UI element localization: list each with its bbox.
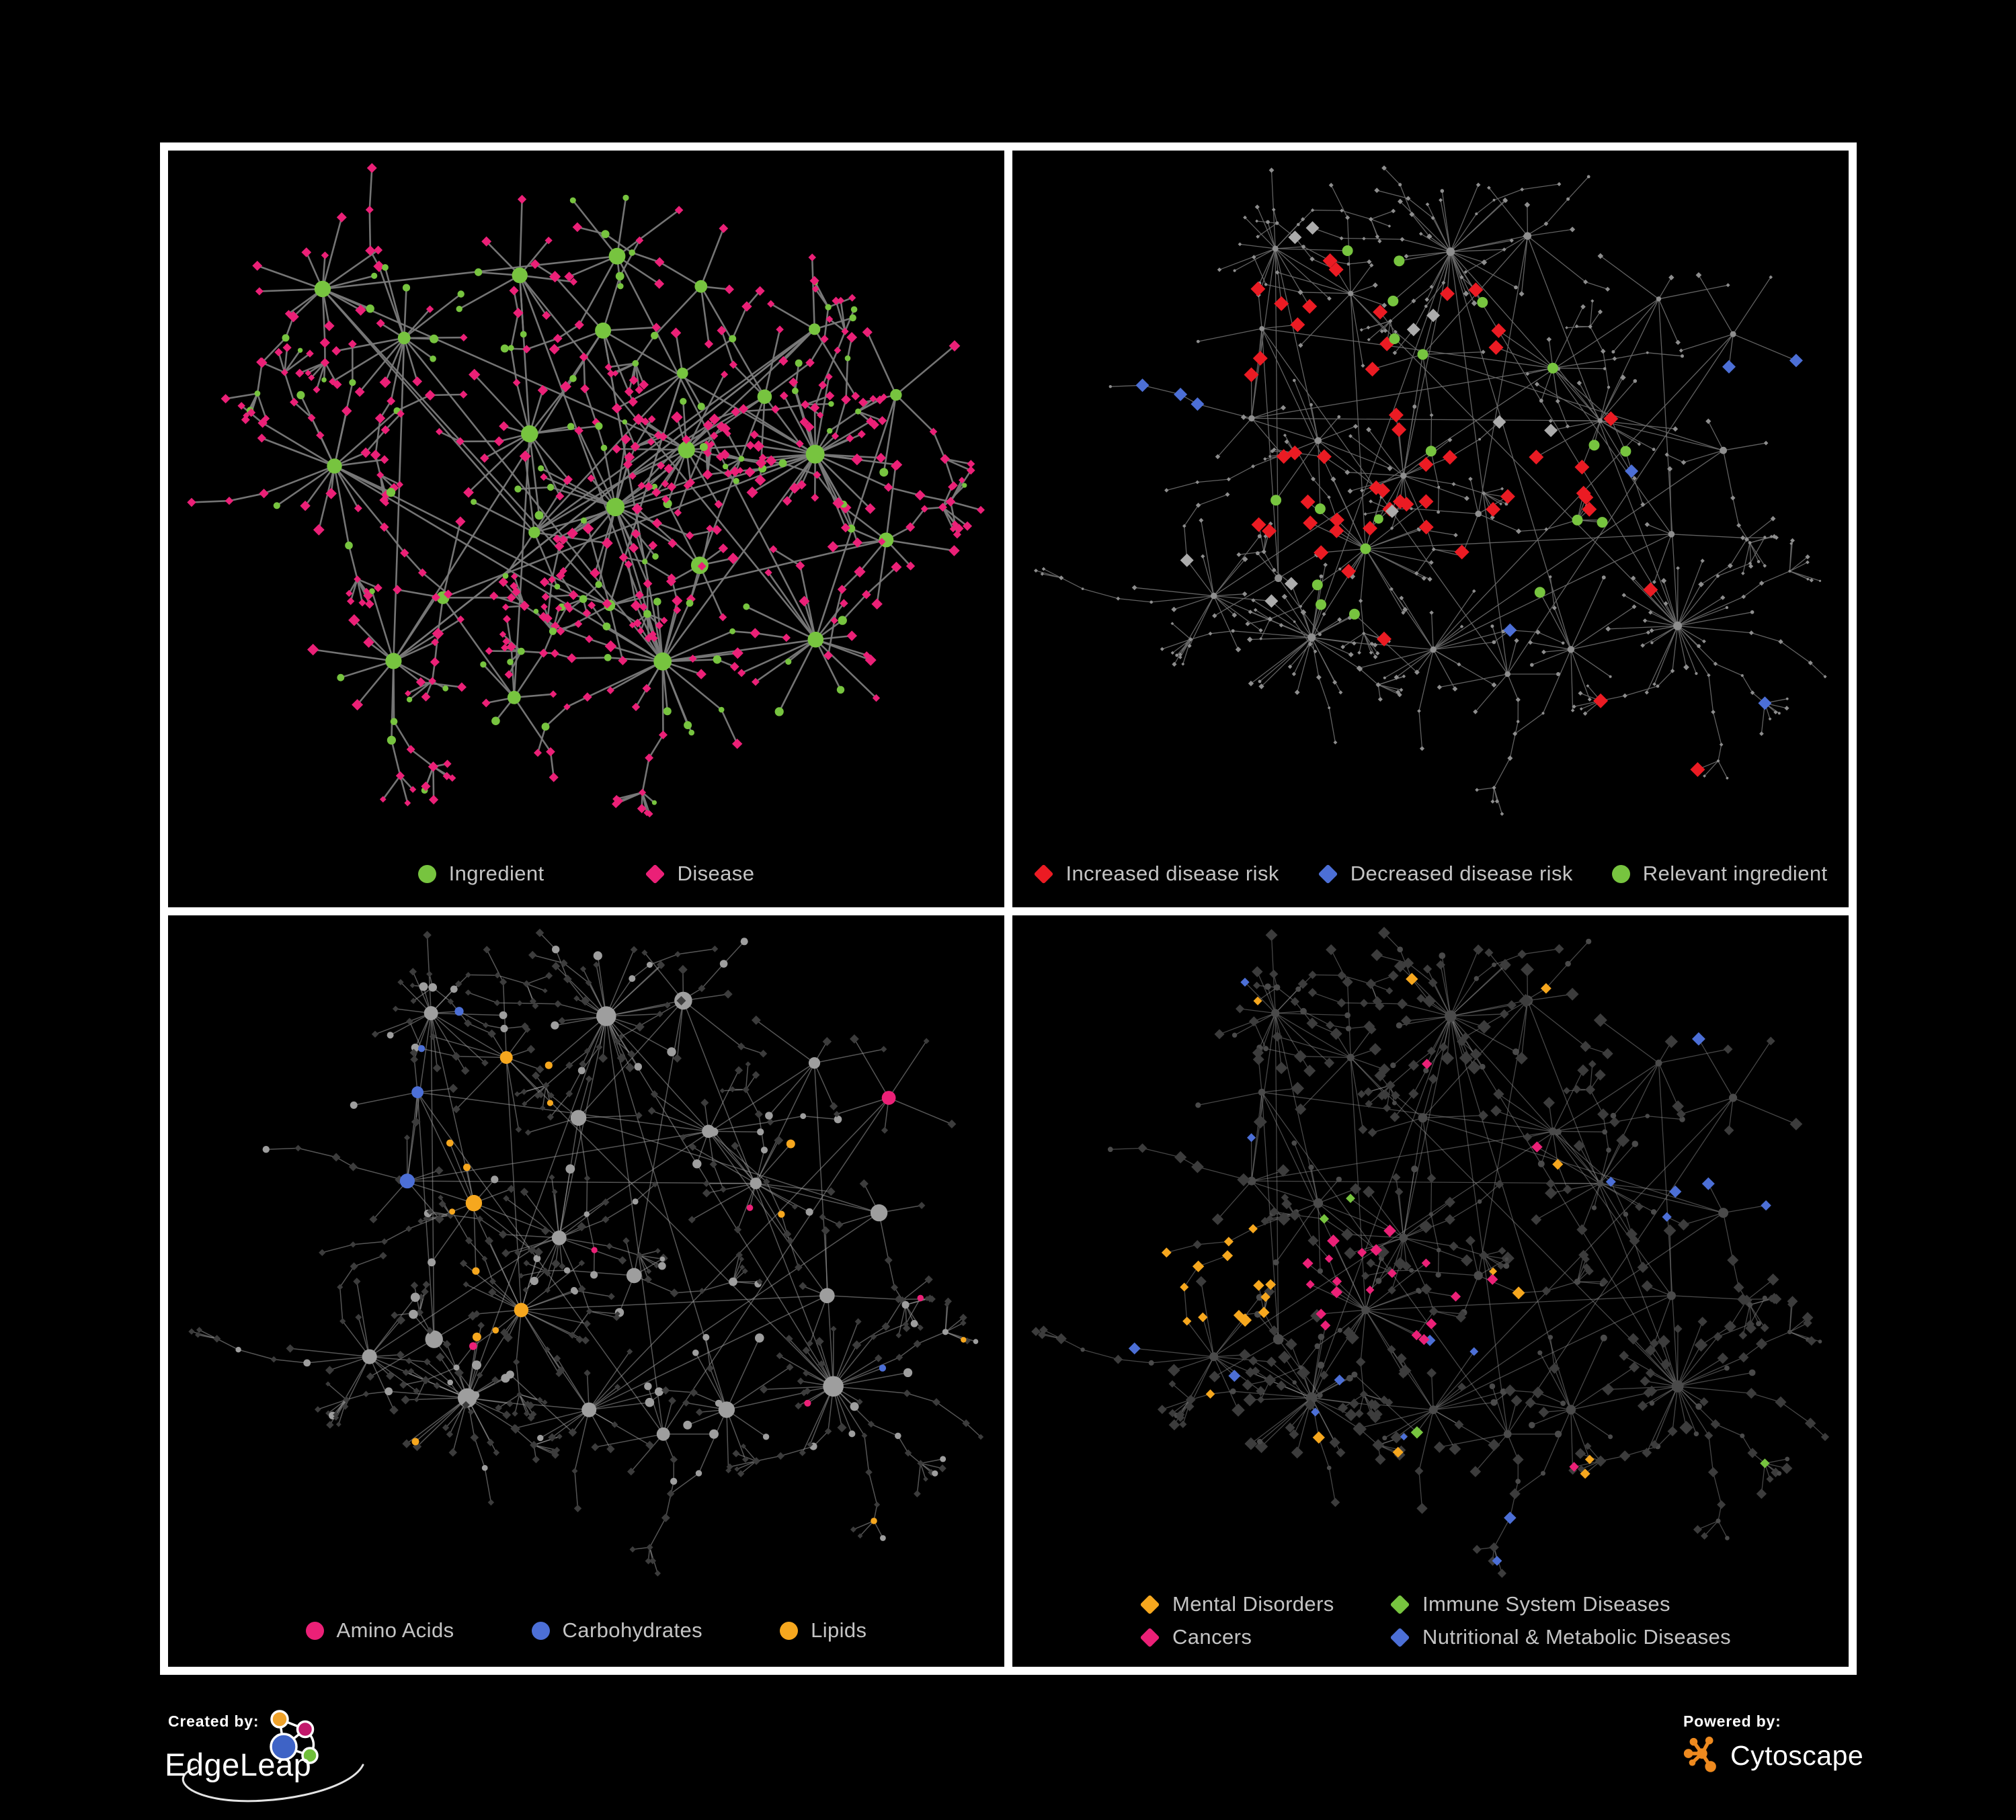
macronutrient-network-graph (168, 915, 1004, 1667)
disease-risk-network-graph (1012, 151, 1849, 907)
disease-risk-legend: Increased disease risk Decreased disease … (1012, 862, 1849, 886)
cytoscape-credit: Powered by: Cytosc (1681, 1706, 1882, 1800)
legend-item-cancers: Cancers (1140, 1625, 1390, 1649)
legend-marker-circle (532, 1622, 550, 1640)
legend-marker-diamond (1318, 864, 1338, 884)
legend-label: Ingredient (449, 862, 545, 886)
legend-item-nutritional-metabolic-diseases: Nutritional & Metabolic Diseases (1390, 1625, 1731, 1649)
legend-label: Relevant ingredient (1643, 862, 1828, 886)
legend-label: Disease (678, 862, 755, 886)
legend-label: Increased disease risk (1066, 862, 1279, 886)
legend-marker-diamond (1390, 1627, 1410, 1647)
legend-item-increased-disease-risk: Increased disease risk (1034, 862, 1279, 886)
disease-category-legend: Mental Disorders Immune System Diseases Ca… (1012, 1592, 1849, 1649)
legend-item-disease: Disease (645, 862, 755, 886)
legend-label: Cancers (1172, 1625, 1252, 1649)
legend-marker-diamond (645, 864, 665, 884)
ingredient-disease-network-graph (168, 151, 1004, 907)
legend-label: Mental Disorders (1172, 1592, 1334, 1616)
legend-item-amino-acids: Amino Acids (306, 1618, 454, 1643)
legend-item-decreased-disease-risk: Decreased disease risk (1318, 862, 1573, 886)
disease-category-network-graph (1012, 915, 1849, 1667)
ingredient-disease-legend: Ingredient Disease (168, 862, 1004, 886)
legend-item-immune-system-diseases: Immune System Diseases (1390, 1592, 1731, 1616)
legend-marker-circle (780, 1622, 798, 1640)
legend-label: Immune System Diseases (1422, 1592, 1670, 1616)
legend-marker-diamond (1033, 864, 1053, 884)
legend-marker-circle (1612, 865, 1630, 883)
legend-label: Carbohydrates (563, 1618, 703, 1643)
legend-label: Lipids (811, 1618, 866, 1643)
cytoscape-logo-icon (1681, 1734, 1724, 1777)
legend-item-relevant-ingredient: Relevant ingredient (1612, 862, 1828, 886)
legend-marker-diamond (1390, 1594, 1410, 1614)
legend-marker-circle (418, 865, 436, 883)
macronutrient-legend: Amino Acids Carbohydrates Lipids (168, 1618, 1004, 1643)
legend-label: Nutritional & Metabolic Diseases (1422, 1625, 1731, 1649)
legend-item-mental-disorders: Mental Disorders (1140, 1592, 1390, 1616)
legend-item-ingredient: Ingredient (418, 862, 545, 886)
cytoscape-wordmark: Cytoscape (1730, 1740, 1863, 1772)
legend-label: Amino Acids (337, 1618, 454, 1643)
legend-marker-diamond (1140, 1594, 1160, 1614)
panel-grid: Ingredient Disease Increased disease risk… (160, 142, 1857, 1675)
legend-item-carbohydrates: Carbohydrates (532, 1618, 703, 1643)
legend-marker-diamond (1140, 1627, 1160, 1647)
created-by-label: Created by: (168, 1712, 259, 1731)
panel-disease-risk-network: Increased disease risk Decreased disease … (1012, 151, 1849, 907)
powered-by-label: Powered by: (1683, 1712, 1781, 1731)
legend-label: Decreased disease risk (1350, 862, 1573, 886)
legend-item-lipids: Lipids (780, 1618, 866, 1643)
panel-ingredient-disease-network: Ingredient Disease (168, 151, 1004, 907)
panel-disease-category-network: Mental Disorders Immune System Diseases Ca… (1012, 915, 1849, 1667)
edgeleap-wordmark: EdgeLeap (165, 1746, 311, 1783)
edgeleap-credit: Created by: EdgeLeap (167, 1706, 395, 1820)
panel-macronutrient-network: Amino Acids Carbohydrates Lipids (168, 915, 1004, 1667)
legend-marker-circle (306, 1622, 324, 1640)
